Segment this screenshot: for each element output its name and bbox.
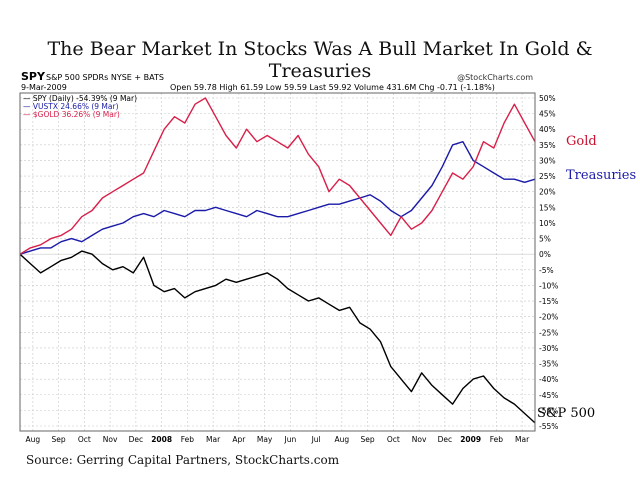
y-tick-label: 25%: [539, 172, 556, 181]
x-tick-label: Apr: [232, 435, 246, 444]
brand: @StockCharts.com: [457, 73, 533, 82]
y-tick-label: 10%: [539, 219, 556, 228]
x-axis: Aug Sep Oct Nov Dec 2008 Feb Mar Apr May Jun Jul Aug…: [26, 435, 531, 444]
ohlc: Open 59.78 High 61.59 Low 59.59 Last 59.…: [170, 83, 495, 92]
y-tick-label: 0%: [539, 250, 551, 259]
x-tick-label: Nov: [103, 435, 118, 444]
x-tick-label: 2008: [151, 435, 172, 444]
y-tick-label: 35%: [539, 141, 556, 150]
y-tick-label: -20%: [539, 313, 558, 322]
legend-entry: — SPY (Daily) -54.39% (9 Mar): [23, 94, 137, 103]
y-tick-label: -30%: [539, 344, 558, 353]
x-tick-label: Nov: [412, 435, 427, 444]
y-tick-label: -40%: [539, 375, 558, 384]
treasuries-label: Treasuries: [566, 168, 637, 183]
gold-label: Gold: [566, 134, 597, 149]
legend-entry: — VUSTX 24.66% (9 Mar): [23, 102, 119, 111]
x-tick-label: Aug: [26, 435, 41, 444]
x-tick-label: Jul: [311, 435, 321, 444]
chart-title: The Bear Market In Stocks Was A Bull Mar…: [47, 38, 593, 82]
date: 9-Mar-2009: [21, 83, 67, 92]
y-tick-label: -45%: [539, 391, 558, 400]
x-tick-label: Oct: [387, 435, 400, 444]
x-tick-label: Sep: [361, 435, 375, 444]
x-tick-label: Sep: [52, 435, 66, 444]
x-tick-label: Feb: [490, 435, 504, 444]
y-tick-label: -25%: [539, 328, 558, 337]
y-tick-label: 15%: [539, 203, 556, 212]
plot-frame: [19, 92, 536, 432]
x-tick-label: May: [257, 435, 273, 444]
y-tick-label: -35%: [539, 360, 558, 369]
x-tick-label: Feb: [181, 435, 195, 444]
y-tick-label: -10%: [539, 281, 558, 290]
series-group: [19, 97, 536, 424]
x-tick-label: Aug: [335, 435, 350, 444]
symbol: SPY: [21, 70, 46, 83]
sp500-label: S&P 500: [537, 406, 596, 421]
x-tick-label: Oct: [78, 435, 91, 444]
x-tick-label: Mar: [515, 435, 530, 444]
y-tick-label: -50%: [539, 406, 558, 415]
legend: — SPY (Daily) -54.39% (9 Mar)— VUSTX 24.…: [23, 94, 137, 119]
x-tick-label: Jun: [284, 435, 297, 444]
y-axis: 50% 45% 40% 35% 30% 25% 20% 15% 10% 5% 0% -5% -10% -1…: [539, 94, 558, 431]
y-tick-label: 20%: [539, 188, 556, 197]
x-tick-label: Dec: [438, 435, 453, 444]
source-note: Source: Gerring Capital Partners, StockC…: [26, 453, 340, 467]
y-tick-label: 45%: [539, 110, 556, 119]
grid: [20, 93, 535, 431]
x-tick-label: 2009: [460, 435, 481, 444]
y-tick-label: -15%: [539, 297, 558, 306]
y-tick-label: -55%: [539, 422, 558, 431]
series-line-vustx: [19, 140, 536, 255]
x-tick-label: Dec: [129, 435, 144, 444]
y-tick-label: 50%: [539, 94, 556, 103]
symbol-name: S&P 500 SPDRs NYSE + BATS: [46, 73, 164, 82]
y-tick-label: -5%: [539, 266, 554, 275]
legend-entry: — $GOLD 36.26% (9 Mar): [23, 110, 120, 119]
series-line-spy: [19, 250, 536, 424]
y-tick-label: 5%: [539, 235, 551, 244]
y-tick-label: 40%: [539, 125, 556, 134]
y-tick-label: 30%: [539, 156, 556, 165]
x-tick-label: Mar: [206, 435, 221, 444]
series-line-gold: [19, 97, 536, 255]
